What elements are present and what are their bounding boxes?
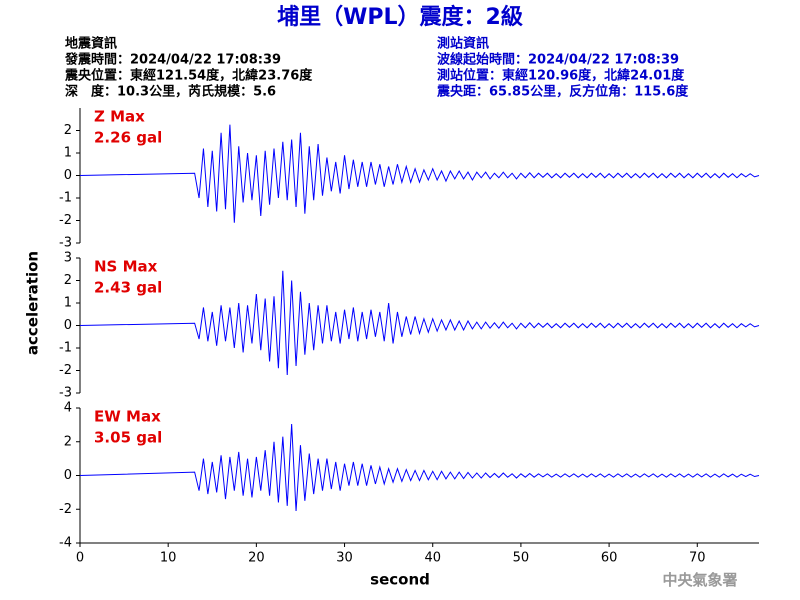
info-line: 震央位置：東經121.54度，北緯23.76度 [64,68,313,84]
info-line: 波線起始時間：2024/04/22 17:08:39 [437,52,679,68]
info-line: 深 度：10.3公里，芮氏規模：5.6 [65,84,276,100]
x-tick-label: 50 [513,551,530,566]
y-tick-label: -3 [59,236,72,251]
x-tick-label: 60 [601,551,618,566]
y-tick-label: -3 [59,386,72,401]
info-line: 地震資訊 [65,36,117,52]
info-line: 發震時間：2024/04/22 17:08:39 [64,52,281,68]
y-tick-label: -1 [59,191,72,206]
y-tick-label: 2 [64,273,72,288]
max-label: Z Max [94,108,145,126]
y-tick-label: 0 [64,318,72,333]
quake-info: 地震資訊 發震時間：2024/04/22 17:08:39 震央位置：東經121… [64,36,313,100]
y-tick-label: -2 [59,363,72,378]
y-tick-label: -2 [59,502,72,517]
waveform [79,270,760,376]
y-axis-label: acceleration [24,251,42,355]
chart-title: 埔里（WPL）震度：2級 [277,4,523,30]
y-tick-label: 3 [64,251,72,266]
y-tick-label: 1 [64,146,72,161]
x-tick-label: 10 [160,551,177,566]
max-label: 2.43 gal [94,279,162,297]
station-info: 測站資訊 波線起始時間：2024/04/22 17:08:39 測站位置：東經1… [436,36,689,100]
y-tick-label: 2 [64,434,72,449]
x-tick-label: 20 [248,551,265,566]
x-tick-label: 30 [336,551,353,566]
y-tick-label: 0 [64,168,72,183]
y-tick-label: 2 [64,123,72,138]
max-label: 3.05 gal [94,429,162,447]
y-tick-label: -4 [59,536,72,551]
x-tick-label: 40 [424,551,441,566]
waveform [79,424,760,511]
info-line: 震央距：65.85公里，反方位角：115.6度 [436,84,689,100]
max-label: 2.26 gal [94,129,162,147]
y-tick-label: -1 [59,341,72,356]
y-tick-label: -2 [59,213,72,228]
y-tick-label: 1 [64,296,72,311]
x-tick-label: 70 [689,551,706,566]
footer: 中央氣象署 [662,571,737,589]
x-axis-label: second [370,571,430,589]
max-label: NS Max [94,258,158,276]
info-line: 測站位置：東經120.96度，北緯24.01度 [437,68,685,84]
max-label: EW Max [94,408,161,426]
y-tick-label: 0 [64,468,72,483]
waveform [79,124,760,223]
info-line: 測站資訊 [437,36,489,52]
y-tick-label: 4 [64,401,72,416]
x-tick-label: 0 [76,551,84,566]
